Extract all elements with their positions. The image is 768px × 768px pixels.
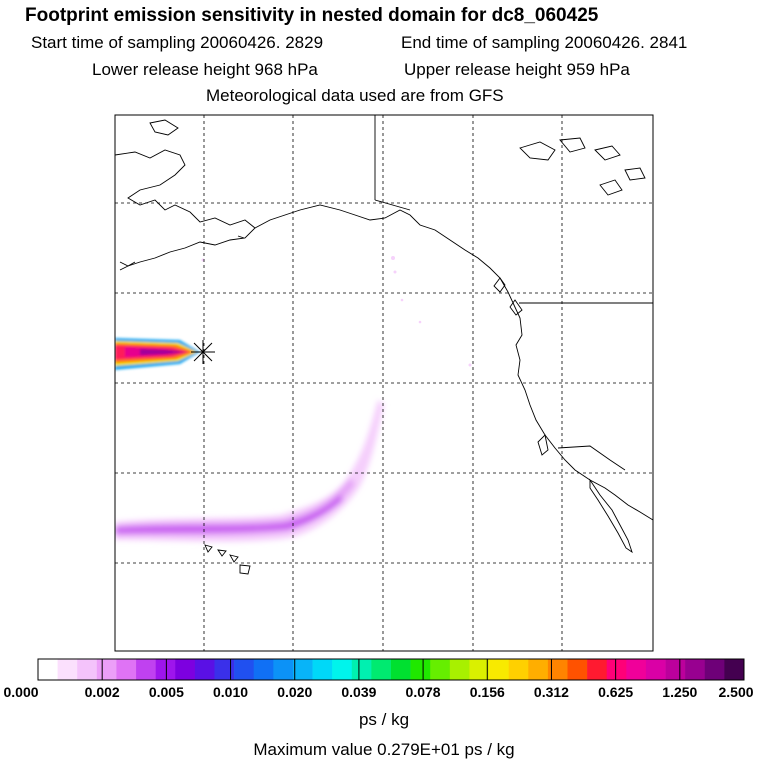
colorbar-swatch bbox=[469, 659, 490, 680]
colorbar-swatch bbox=[665, 659, 686, 680]
colorbar-tick-label: 0.312 bbox=[533, 684, 569, 700]
colorbar-swatch bbox=[645, 659, 666, 680]
colorbar-swatch bbox=[587, 659, 608, 680]
upper-release-height-label: Upper release height 959 hPa bbox=[404, 60, 630, 79]
colorbar-tick-label: 0.002 bbox=[84, 684, 120, 700]
colorbar-swatch bbox=[57, 659, 78, 680]
colorbar-swatch bbox=[96, 659, 117, 680]
colorbar-tick-label: 0.020 bbox=[277, 684, 313, 700]
colorbar-swatch bbox=[606, 659, 627, 680]
western-plume bbox=[115, 338, 200, 370]
colorbar-swatch bbox=[724, 659, 745, 680]
colorbar-swatch bbox=[567, 659, 588, 680]
colorbar-swatch bbox=[489, 659, 509, 680]
colorbar-swatch bbox=[253, 659, 274, 680]
colorbar-swatch bbox=[292, 659, 313, 680]
colorbar-units-label: ps / kg bbox=[358, 710, 410, 729]
colorbar-swatch bbox=[547, 659, 568, 680]
colorbar-swatch bbox=[626, 659, 647, 680]
colorbar-tick-label: 0.625 bbox=[598, 684, 634, 700]
meteorological-data-label: Meteorological data used are from GFS bbox=[206, 86, 504, 105]
sampling-start-label: Start time of sampling 20060426. 2829 bbox=[31, 33, 324, 52]
colorbar-tick-label: 0.039 bbox=[341, 684, 377, 700]
maximum-value-label: Maximum value 0.279E+01 ps / kg bbox=[253, 740, 515, 759]
colorbar-tick-label: 0.010 bbox=[213, 684, 249, 700]
colorbar-tick-label: 2.500 bbox=[718, 684, 754, 700]
colorbar-swatch bbox=[77, 659, 98, 680]
lower-release-height-label: Lower release height 968 hPa bbox=[92, 60, 318, 79]
sampling-end-label: End time of sampling 20060426. 2841 bbox=[401, 33, 688, 52]
colorbar-swatch bbox=[449, 659, 470, 680]
colorbar-swatch bbox=[508, 659, 529, 680]
scattered-footprint bbox=[201, 256, 472, 367]
colorbar-swatch bbox=[214, 659, 235, 680]
colorbar-swatch bbox=[38, 659, 58, 680]
colorbar-swatch bbox=[273, 659, 294, 680]
colorbar-swatch bbox=[704, 659, 725, 680]
colorbar-swatch bbox=[136, 659, 156, 680]
colorbar-swatch bbox=[155, 659, 176, 680]
coastlines bbox=[115, 115, 653, 575]
colorbar-swatch bbox=[351, 659, 372, 680]
colorbar-swatch bbox=[312, 659, 333, 680]
colorbar-swatch bbox=[194, 659, 215, 680]
colorbar-tick-label: 1.250 bbox=[662, 684, 698, 700]
colorbar bbox=[37, 658, 745, 681]
colorbar-swatch bbox=[116, 659, 137, 680]
grid-lines bbox=[115, 115, 653, 651]
colorbar-swatch bbox=[685, 659, 706, 680]
colorbar-swatch bbox=[234, 659, 255, 680]
release-point-marker bbox=[191, 340, 215, 364]
colorbar-tick-label: 0.000 bbox=[3, 684, 39, 700]
colorbar-swatch bbox=[410, 659, 431, 680]
colorbar-tick-label: 0.078 bbox=[405, 684, 441, 700]
colorbar-swatch bbox=[371, 659, 392, 680]
map-title: Footprint emission sensitivity in nested… bbox=[25, 5, 599, 26]
colorbar-swatch bbox=[528, 659, 549, 680]
colorbar-swatch bbox=[391, 659, 411, 680]
colorbar-swatch bbox=[430, 659, 451, 680]
colorbar-swatch bbox=[175, 659, 196, 680]
colorbar-swatch bbox=[332, 659, 353, 680]
colorbar-tick-label: 0.005 bbox=[148, 684, 184, 700]
colorbar-tick-label: 0.156 bbox=[469, 684, 505, 700]
map-frame bbox=[114, 114, 654, 652]
southern-plume bbox=[115, 400, 384, 542]
colorbar-outline bbox=[37, 658, 745, 681]
